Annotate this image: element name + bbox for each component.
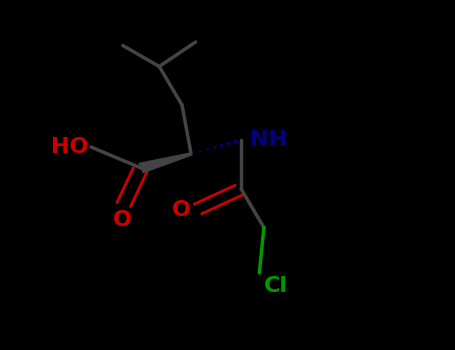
Text: Cl: Cl <box>264 276 288 296</box>
Text: O: O <box>172 200 191 220</box>
Text: O: O <box>113 210 132 230</box>
Text: NH: NH <box>250 130 287 150</box>
Polygon shape <box>139 153 192 173</box>
Text: HO: HO <box>51 137 89 157</box>
